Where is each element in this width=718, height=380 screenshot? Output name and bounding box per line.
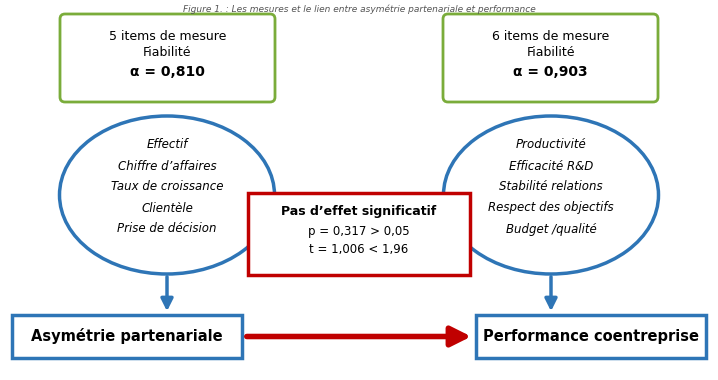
Text: Productivité: Productivité bbox=[516, 138, 587, 152]
Text: Taux de croissance: Taux de croissance bbox=[111, 180, 223, 193]
Text: t = 1,006 < 1,96: t = 1,006 < 1,96 bbox=[309, 242, 409, 255]
Text: Asymétrie partenariale: Asymétrie partenariale bbox=[31, 328, 223, 345]
Text: Respect des objectifs: Respect des objectifs bbox=[488, 201, 614, 214]
Text: α = 0,810: α = 0,810 bbox=[130, 65, 205, 79]
Text: Fiabilité: Fiabilité bbox=[526, 46, 574, 59]
FancyBboxPatch shape bbox=[12, 315, 242, 358]
Text: Chiffre d’affaires: Chiffre d’affaires bbox=[118, 160, 216, 173]
Ellipse shape bbox=[444, 116, 658, 274]
Text: Pas d’effet significatif: Pas d’effet significatif bbox=[281, 204, 437, 217]
FancyBboxPatch shape bbox=[248, 193, 470, 275]
FancyBboxPatch shape bbox=[476, 315, 706, 358]
Text: Prise de décision: Prise de décision bbox=[117, 223, 217, 236]
Text: Effectif: Effectif bbox=[146, 138, 187, 152]
Text: 5 items de mesure: 5 items de mesure bbox=[109, 30, 226, 43]
FancyBboxPatch shape bbox=[60, 14, 275, 102]
Ellipse shape bbox=[60, 116, 274, 274]
Text: Budget /qualité: Budget /qualité bbox=[505, 223, 597, 236]
Text: Clientèle: Clientèle bbox=[141, 201, 193, 214]
Text: Performance coentreprise: Performance coentreprise bbox=[483, 329, 699, 344]
Text: Fiabilité: Fiabilité bbox=[144, 46, 192, 59]
Text: p = 0,317 > 0,05: p = 0,317 > 0,05 bbox=[308, 225, 410, 238]
Text: Efficacité R&D: Efficacité R&D bbox=[509, 160, 593, 173]
Text: Figure 1. : Les mesures et le lien entre asymétrie partenariale et performance: Figure 1. : Les mesures et le lien entre… bbox=[182, 4, 536, 14]
Text: Stabilité relations: Stabilité relations bbox=[499, 180, 603, 193]
Text: α = 0,903: α = 0,903 bbox=[513, 65, 588, 79]
FancyBboxPatch shape bbox=[443, 14, 658, 102]
Text: 6 items de mesure: 6 items de mesure bbox=[492, 30, 609, 43]
